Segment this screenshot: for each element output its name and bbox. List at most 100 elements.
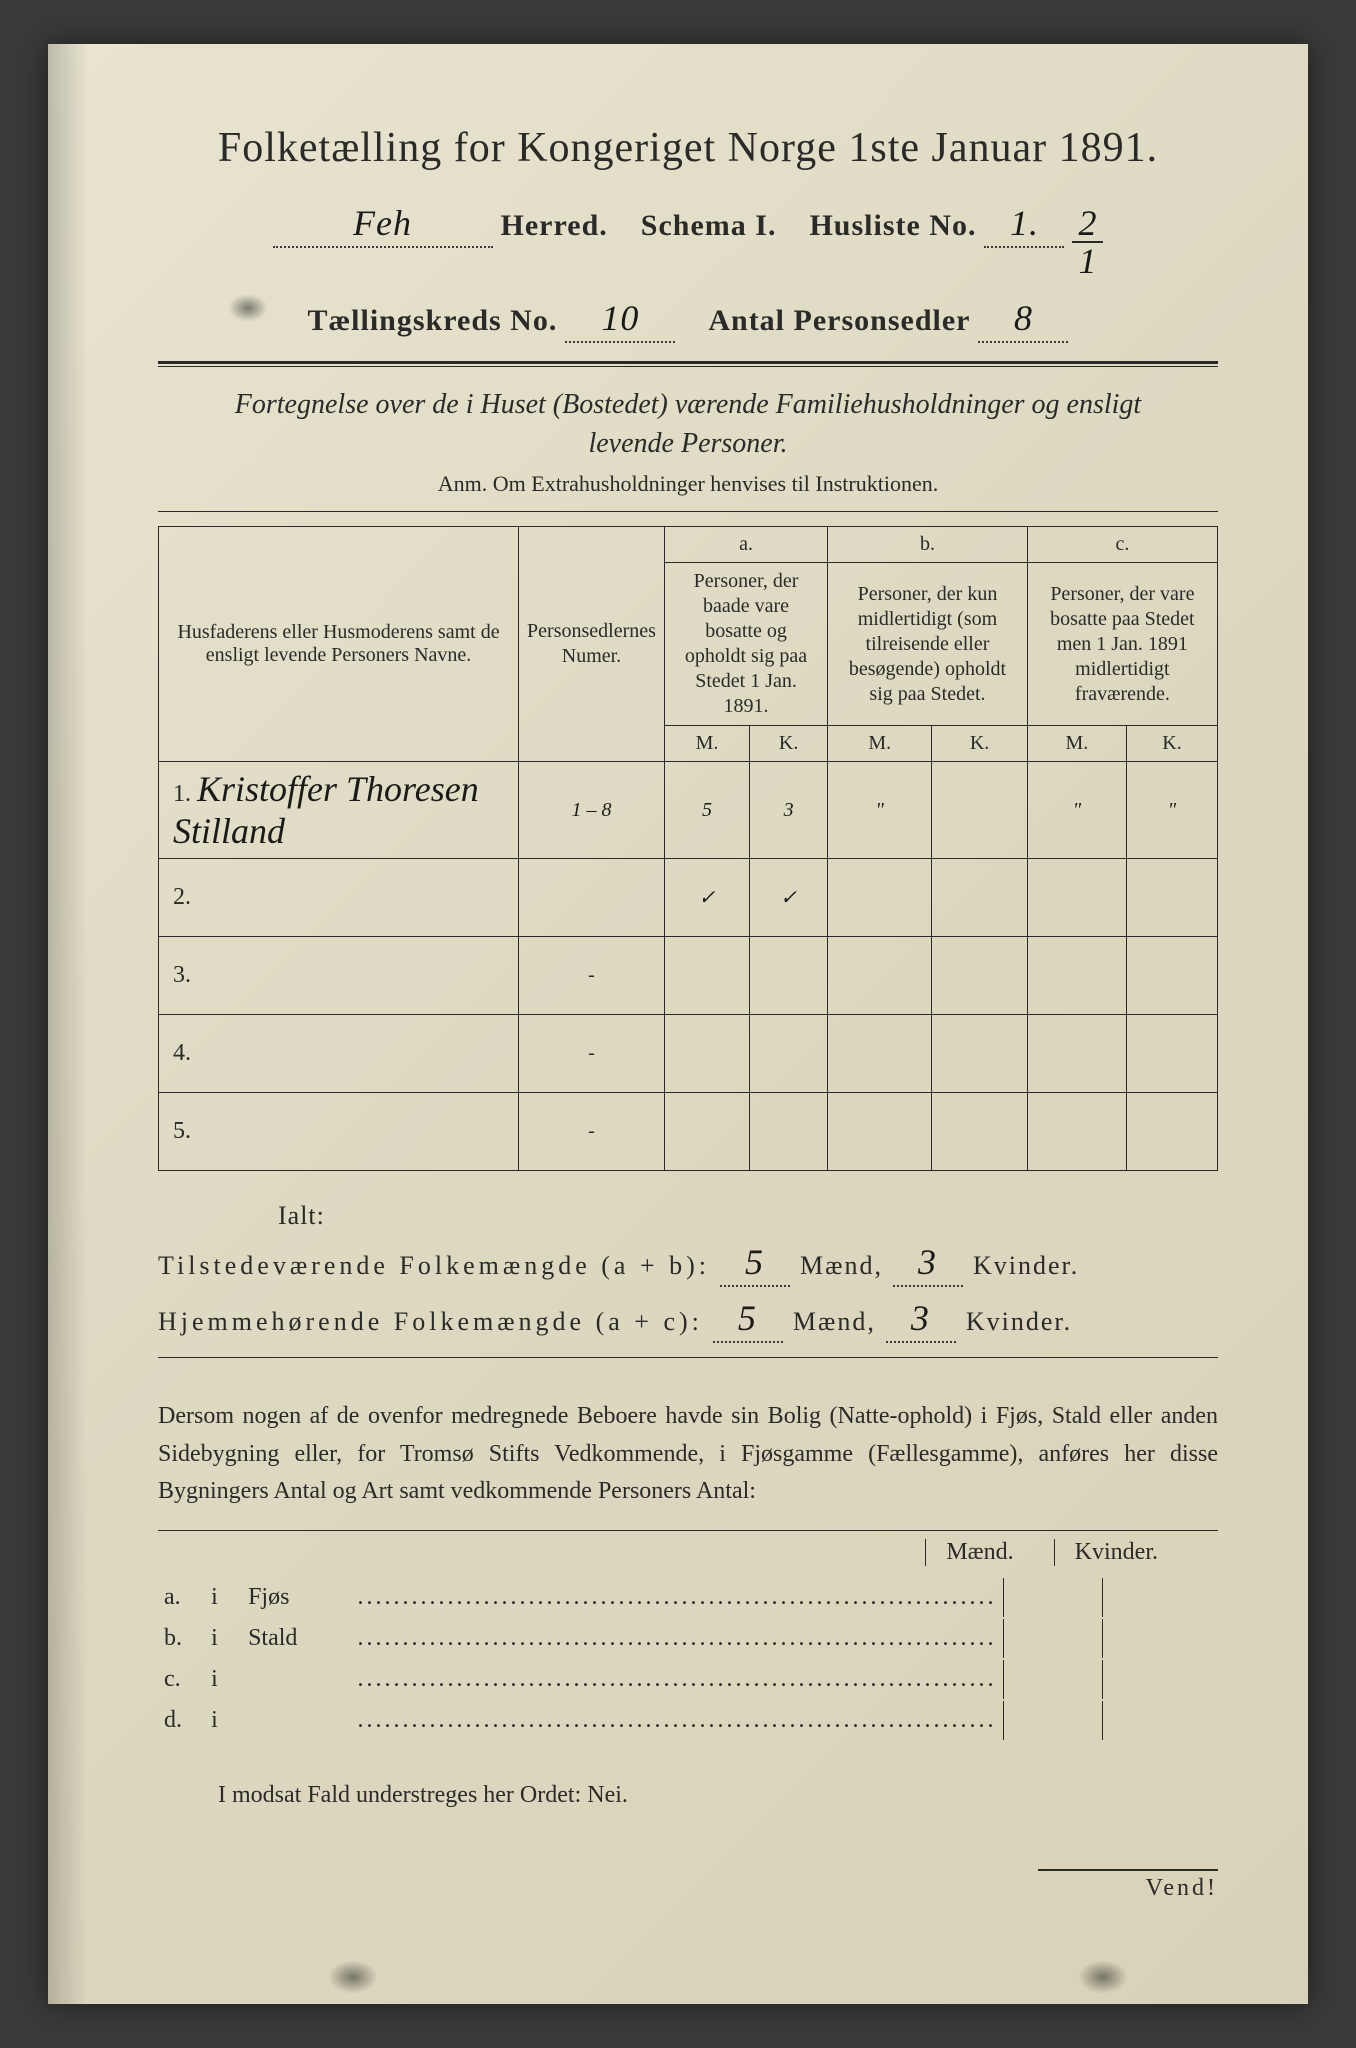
- cell: -: [519, 1015, 665, 1093]
- cell: 5: [664, 762, 749, 859]
- col-names-header: Husfaderens eller Husmoderens samt de en…: [159, 527, 519, 762]
- cell: -: [519, 937, 665, 1015]
- cell: [932, 1015, 1027, 1093]
- smudge-icon: [228, 294, 268, 322]
- totals-m: 5: [720, 1241, 790, 1287]
- header-line-3: Tællingskreds No. 10 Antal Personsedler …: [158, 297, 1218, 343]
- cell: ": [1127, 762, 1218, 859]
- subtitle-line2: levende Personer.: [158, 424, 1218, 463]
- sub-m: [1003, 1578, 1101, 1617]
- frac-top: 2: [1072, 205, 1103, 243]
- vend-label: Vend!: [1038, 1869, 1218, 1902]
- table-row: 3. -: [159, 937, 1218, 1015]
- sub-row: c. i: [160, 1660, 1216, 1699]
- cell: [519, 859, 665, 937]
- herred-value: Feh: [273, 202, 493, 248]
- cell: [664, 1015, 749, 1093]
- dots: [354, 1619, 1001, 1658]
- sub-m: [1003, 1660, 1101, 1699]
- main-table: Husfaderens eller Husmoderens samt de en…: [158, 526, 1218, 1171]
- sub-row: b. i Stald: [160, 1619, 1216, 1658]
- dots: [354, 1660, 1001, 1699]
- totals-k: 3: [893, 1241, 963, 1287]
- schema-label: Schema I.: [641, 209, 777, 243]
- row-name-cell: 5.: [159, 1093, 519, 1171]
- husliste-value: 1.: [984, 202, 1064, 248]
- sub-i: i: [207, 1701, 242, 1740]
- totals-label: Hjemmehørende Folkemængde (a + c):: [158, 1307, 703, 1337]
- cell: [828, 937, 932, 1015]
- col-c-label: c.: [1027, 527, 1217, 563]
- cell: [750, 1093, 828, 1171]
- sub-i: i: [207, 1578, 242, 1617]
- totals-line-1: Tilstedeværende Folkemængde (a + b): 5 M…: [158, 1241, 1218, 1287]
- mk-header: M.: [664, 726, 749, 762]
- col-b-text: Personer, der kun midlertidigt (som tilr…: [828, 563, 1028, 726]
- smudge-icon: [1078, 1960, 1128, 1994]
- subtitle: Fortegnelse over de i Huset (Bostedet) v…: [158, 385, 1218, 463]
- sub-k: [1102, 1660, 1216, 1699]
- sub-k: [1102, 1578, 1216, 1617]
- antal-label: Antal Personsedler: [708, 304, 970, 338]
- sub-label: [244, 1660, 351, 1699]
- table-row: 5. -: [159, 1093, 1218, 1171]
- sub-i: i: [207, 1660, 242, 1699]
- sub-i: i: [207, 1619, 242, 1658]
- sub-key: d.: [160, 1701, 205, 1740]
- sub-header: Mænd. Kvinder.: [158, 1530, 1218, 1566]
- totals-k: 3: [886, 1297, 956, 1343]
- sub-key: a.: [160, 1578, 205, 1617]
- smudge-icon: [328, 1960, 378, 1994]
- cell: [750, 937, 828, 1015]
- cell: [1027, 859, 1126, 937]
- maend-label: Mænd,: [793, 1307, 876, 1337]
- table-row: 2. ✓ ✓: [159, 859, 1218, 937]
- row-num: 1.: [173, 781, 191, 807]
- ialt-label: Ialt:: [278, 1201, 1218, 1231]
- cell: [828, 859, 932, 937]
- cell: ": [1027, 762, 1126, 859]
- divider-thin: [158, 1357, 1218, 1358]
- cell: ✓: [750, 859, 828, 937]
- cell: [1127, 937, 1218, 1015]
- page-title: Folketælling for Kongeriget Norge 1ste J…: [158, 124, 1218, 172]
- table-row: 1. Kristoffer Thoresen Stilland 1 – 8 5 …: [159, 762, 1218, 859]
- divider-thin: [158, 511, 1218, 512]
- cell: [1127, 859, 1218, 937]
- herred-label: Herred.: [501, 209, 608, 243]
- frac-bot: 1: [1078, 243, 1097, 279]
- cell: [1127, 1093, 1218, 1171]
- cell: [664, 1093, 749, 1171]
- sub-row: a. i Fjøs: [160, 1578, 1216, 1617]
- paragraph: Dersom nogen af de ovenfor medregnede Be…: [158, 1398, 1218, 1510]
- fraction: 2 1: [1072, 205, 1103, 279]
- sub-key: b.: [160, 1619, 205, 1658]
- dots: [354, 1701, 1001, 1740]
- cell: 3: [750, 762, 828, 859]
- row-name: Kristoffer Thoresen Stilland: [173, 769, 479, 851]
- table-header-row-1: Husfaderens eller Husmoderens samt de en…: [159, 527, 1218, 563]
- row-name-cell: 3.: [159, 937, 519, 1015]
- cell: [828, 1093, 932, 1171]
- sub-m: [1003, 1701, 1101, 1740]
- mk-header: M.: [1027, 726, 1126, 762]
- header-line-2: Feh Herred. Schema I. Husliste No. 1. 2 …: [158, 202, 1218, 279]
- cell: [932, 937, 1027, 1015]
- cell: [1027, 1093, 1126, 1171]
- cell: 1 – 8: [519, 762, 665, 859]
- kvinder-label: Kvinder.: [973, 1251, 1079, 1281]
- row-name-cell: 2.: [159, 859, 519, 937]
- cell: -: [519, 1093, 665, 1171]
- row-name-cell: 1. Kristoffer Thoresen Stilland: [159, 762, 519, 859]
- sub-table: a. i Fjøs b. i Stald c. i d. i: [158, 1576, 1218, 1742]
- cell: [1027, 937, 1126, 1015]
- maend-col: Mænd.: [925, 1539, 1013, 1566]
- kvinder-label: Kvinder.: [966, 1307, 1072, 1337]
- sub-label: Stald: [244, 1619, 351, 1658]
- cell: [828, 1015, 932, 1093]
- col-a-label: a.: [664, 527, 827, 563]
- mk-header: M.: [828, 726, 932, 762]
- col-b-label: b.: [828, 527, 1028, 563]
- sub-label: [244, 1701, 351, 1740]
- cell: [664, 937, 749, 1015]
